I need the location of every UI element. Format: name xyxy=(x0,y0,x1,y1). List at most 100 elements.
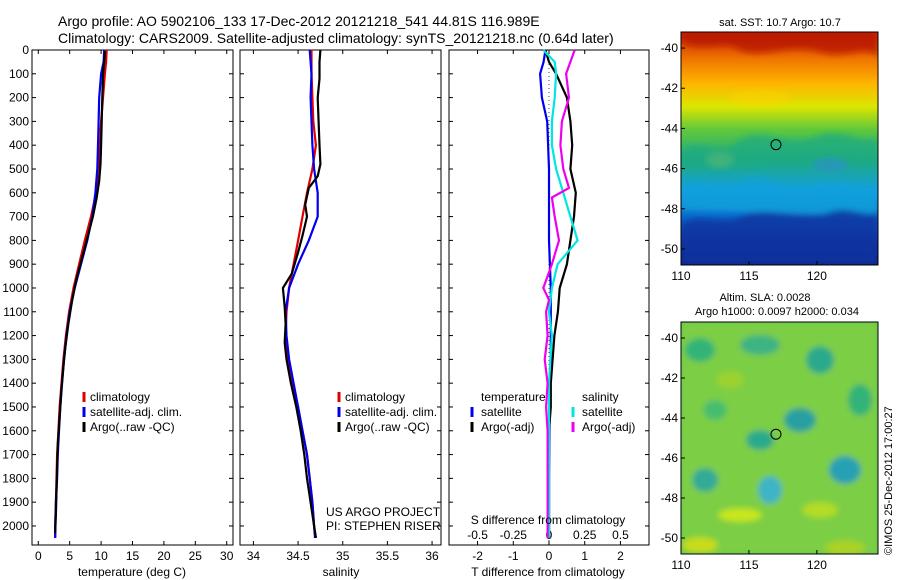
sst-map-ticks: 110 115 120 -40 -42 -44 -46 -48 -50 xyxy=(661,41,828,283)
temperature-xlabel: temperature (deg C) xyxy=(78,565,186,579)
s-tick-label: 0.25 xyxy=(573,528,597,542)
x-tick-label: 0 xyxy=(35,549,42,563)
map-y-tick-label: -48 xyxy=(661,202,679,216)
depth-ticks xyxy=(32,49,233,527)
salinity-series xyxy=(281,49,322,539)
x-tick-label: 34.5 xyxy=(286,549,310,563)
project-annotation: US ARGO PROJECT xyxy=(326,505,441,519)
legend-climatology-label: climatology xyxy=(90,390,150,404)
sst-map-title: sat. SST: 10.7 Argo: 10.7 xyxy=(719,17,841,29)
map-x-tick-label: 115 xyxy=(739,269,758,283)
depth-tick-label: 2000 xyxy=(2,519,29,533)
depth-tick-label: 1100 xyxy=(3,305,29,319)
map-x-tick-label: 115 xyxy=(739,558,758,572)
difference-panel: -2 -1 0 1 2 -0.5 -0.25 0 0.25 0.5 T difference f… xyxy=(448,49,650,579)
temperature-ticks: 0 5 10 15 20 25 30 xyxy=(35,50,234,563)
map-x-tick-label: 110 xyxy=(671,269,690,283)
depth-tick-label: 1200 xyxy=(2,329,29,343)
salinity-ticks: 34 34.5 35 35.5 36 xyxy=(247,50,439,563)
salinity-xlabel: salinity xyxy=(323,565,360,579)
map-y-tick-label: -50 xyxy=(661,242,679,256)
argo-location-marker xyxy=(770,428,782,440)
x-tick-label: 15 xyxy=(126,549,140,563)
salinity-depth-ticks xyxy=(240,49,441,527)
header-line2: Climatology: CARS2009. Satellite-adjuste… xyxy=(58,30,614,46)
map-x-tick-label: 120 xyxy=(807,558,827,572)
legend-s-satellite-label: satellite xyxy=(582,405,623,419)
depth-tick-label: 0 xyxy=(22,43,29,57)
sla-map-title-line2: Argo h1000: 0.0097 h2000: 0.034 xyxy=(695,306,859,318)
map-y-tick-label: -44 xyxy=(661,121,679,135)
legend-t-satellite-label: satellite xyxy=(481,405,522,419)
depth-tick-label: 100 xyxy=(9,67,29,81)
map-y-tick-label: -48 xyxy=(661,491,679,505)
legend-temperature-header: temperature xyxy=(481,390,546,404)
map-x-tick-label: 110 xyxy=(671,558,690,572)
header-line1: Argo profile: AO 5902106_133 17-Dec-2012… xyxy=(58,13,540,29)
depth-tick-label: 800 xyxy=(9,233,29,247)
sla-map-title-line1: Altim. SLA: 0.0028 xyxy=(719,292,810,304)
sla-map-ticks: 110 115 120 -40 -42 -44 -46 -48 -50 xyxy=(661,331,828,572)
s-tick-label: -0.25 xyxy=(500,528,528,542)
x-tick-label: 36 xyxy=(425,549,439,563)
depth-tick-label: 1000 xyxy=(2,281,29,295)
map-y-tick-label: -42 xyxy=(661,81,679,95)
x-tick-label: 2 xyxy=(617,549,624,563)
sst-map: sat. SST: 10.7 Argo: 10.7 110 115 120 -40 -4… xyxy=(661,17,879,283)
salinity-legend: climatology satellite-adj. clim. Argo(..… xyxy=(337,390,437,434)
depth-tick-label: 1700 xyxy=(2,448,29,462)
s-tick-label: 0.5 xyxy=(612,528,629,542)
legend-climatology-label: climatology xyxy=(345,390,405,404)
temperature-legend: climatology satellite-adj. clim. Argo(..… xyxy=(82,390,182,434)
legend-argo-label: Argo(..raw -QC) xyxy=(90,420,175,434)
pi-annotation: PI: STEPHEN RISER xyxy=(326,519,441,533)
sla-map-frame xyxy=(680,321,879,555)
depth-tick-label: 1600 xyxy=(2,424,29,438)
map-y-tick-label: -44 xyxy=(661,411,679,425)
x-tick-label: -2 xyxy=(472,549,483,563)
x-tick-label: 34 xyxy=(247,549,261,563)
x-tick-label: 20 xyxy=(157,549,171,563)
depth-tick-label: 500 xyxy=(9,162,29,176)
depth-tick-label: 700 xyxy=(9,210,29,224)
depth-tick-label: 1500 xyxy=(2,400,29,414)
x-tick-label: 25 xyxy=(189,549,203,563)
imos-side-label: ©IMOS 25-Dec-2012 17:00:27 xyxy=(883,406,895,555)
depth-tick-label: 900 xyxy=(9,257,29,271)
series-line-satellite-adj-clim xyxy=(284,49,319,538)
series-line-satellite xyxy=(542,49,579,538)
map-y-tick-label: -40 xyxy=(661,41,679,55)
depth-tick-label: 1300 xyxy=(2,352,29,366)
depth-tick-label: 1900 xyxy=(2,495,29,509)
temperature-axes xyxy=(31,49,234,546)
depth-tick-labels: 0 100 200 300 400 500 600 700 800 900 1000 1100 1200… xyxy=(2,43,29,533)
sst-map-frame xyxy=(680,31,879,266)
t-difference-xlabel: T difference from climatology xyxy=(471,565,625,579)
difference-legend: temperature satellite Argo(-adj) salinit… xyxy=(470,390,635,434)
x-tick-label: 35 xyxy=(336,549,350,563)
s-difference-label: S difference from climatology xyxy=(471,513,626,527)
x-tick-label: 0 xyxy=(546,549,553,563)
depth-tick-label: 1800 xyxy=(2,471,29,485)
s-tick-label: -0.5 xyxy=(467,528,488,542)
temperature-panel: 0100200300400500600700800900100011001200… xyxy=(2,43,233,579)
depth-tick-label: 600 xyxy=(9,186,29,200)
legend-t-argo-label: Argo(-adj) xyxy=(481,420,534,434)
series-line-argo-adj xyxy=(542,49,576,538)
depth-tick-label: 200 xyxy=(9,91,29,105)
x-tick-label: 35.5 xyxy=(376,549,400,563)
salinity-axes xyxy=(239,49,442,546)
legend-satellite-label: satellite-adj. clim. xyxy=(345,405,437,419)
difference-depth-ticks xyxy=(449,49,649,527)
map-x-tick-label: 120 xyxy=(807,269,827,283)
x-tick-label: 1 xyxy=(581,549,588,563)
t-difference-ticks: -2 -1 0 1 2 xyxy=(472,50,624,563)
x-tick-label: 30 xyxy=(220,549,234,563)
sla-map: Altim. SLA: 0.0028 Argo h1000: 0.0097 h2… xyxy=(661,292,879,572)
s-difference-ticks: -0.5 -0.25 0 0.25 0.5 xyxy=(467,528,629,542)
map-y-tick-label: -46 xyxy=(661,162,679,176)
x-tick-label: 5 xyxy=(66,549,73,563)
depth-tick-label: 300 xyxy=(9,114,29,128)
series-line-argo-raw-qc xyxy=(54,51,106,534)
